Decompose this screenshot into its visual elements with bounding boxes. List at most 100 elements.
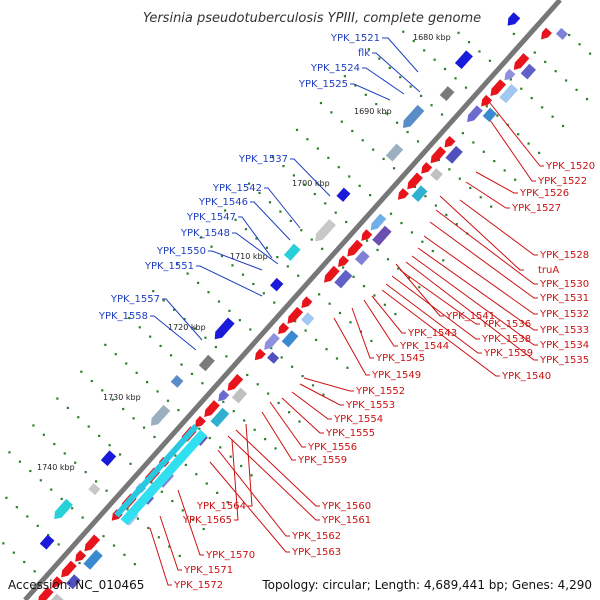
- tick-dot: [171, 499, 174, 503]
- gene-label[interactable]: YPK_1572: [173, 580, 223, 591]
- gene-feature: [407, 172, 423, 190]
- tick-dot: [479, 196, 482, 199]
- tick-dot: [406, 130, 409, 134]
- gene-label[interactable]: YPK_1532: [539, 309, 589, 320]
- tick-dot: [219, 446, 222, 449]
- tick-dot: [423, 49, 426, 52]
- tick-dot: [255, 237, 258, 240]
- tick-dot: [243, 419, 246, 422]
- gene-label[interactable]: YPK_1544: [399, 341, 449, 352]
- gene-label[interactable]: YPK_1562: [291, 531, 341, 542]
- gene-label[interactable]: YPK_1536: [481, 319, 531, 330]
- gene-feature: [204, 400, 220, 418]
- tick-dot: [561, 124, 565, 128]
- gene-label[interactable]: YPK_1520: [545, 161, 595, 172]
- gene-label[interactable]: YPK_1554: [333, 414, 383, 425]
- tick-dot: [286, 265, 289, 268]
- tick-dot: [200, 236, 203, 239]
- gene-feature: [218, 389, 230, 402]
- gene-label[interactable]: YPK_1539: [483, 348, 533, 359]
- gene-label[interactable]: YPK_1563: [291, 547, 341, 558]
- gene-feature: [481, 94, 493, 107]
- gene-label[interactable]: YPK_1561: [321, 515, 371, 526]
- tick-dot: [222, 400, 225, 403]
- tick-dot: [274, 447, 277, 450]
- tick-dot: [105, 489, 108, 492]
- gene-label[interactable]: YPK_1542: [212, 183, 262, 194]
- gene-label[interactable]: YPK_1552: [355, 386, 405, 397]
- tick-dot: [345, 220, 348, 224]
- tick-dot: [50, 488, 53, 491]
- gene-label[interactable]: YPK_1553: [345, 400, 395, 411]
- gene-label[interactable]: YPK_1534: [539, 340, 589, 351]
- gene-label[interactable]: YPK_1531: [539, 293, 589, 304]
- tick-dot: [541, 106, 544, 109]
- gene-label[interactable]: YPK_1524: [310, 63, 360, 74]
- gene-label[interactable]: YPK_1522: [537, 176, 587, 187]
- gene-label[interactable]: YPK_1530: [539, 279, 589, 290]
- gene-label[interactable]: YPK_1535: [539, 355, 589, 366]
- gene-label[interactable]: YPK_1565: [182, 515, 232, 526]
- gene-label[interactable]: YPK_1526: [519, 188, 569, 199]
- gene-label[interactable]: YPK_1555: [325, 428, 375, 439]
- tick-dot: [229, 455, 232, 458]
- gene-label[interactable]: YPK_1551: [144, 261, 194, 272]
- gene-label[interactable]: YPK_1546: [198, 197, 248, 208]
- gene-feature: [490, 79, 507, 97]
- gene-label[interactable]: YPK_1570: [205, 550, 255, 561]
- gene-label[interactable]: YPK_1547: [186, 212, 236, 223]
- tick-dot: [166, 399, 170, 402]
- tick-dot: [29, 469, 32, 473]
- tick-dot: [364, 93, 367, 96]
- tick-dot: [125, 362, 128, 365]
- gene-label[interactable]: YPK_1556: [307, 442, 357, 453]
- tick-dot: [294, 320, 297, 323]
- gene-label[interactable]: flk: [358, 48, 370, 59]
- tick-dot: [291, 365, 294, 368]
- tick-dot: [337, 166, 340, 169]
- gene-label[interactable]: YPK_1560: [321, 501, 371, 512]
- tick-dot: [300, 229, 303, 232]
- tick-dot: [33, 570, 36, 573]
- gene-label[interactable]: YPK_1543: [407, 328, 457, 339]
- gene-label[interactable]: truA: [538, 265, 559, 276]
- gene-label[interactable]: YPK_1538: [481, 334, 531, 345]
- gene-label[interactable]: YPK_1564: [196, 501, 246, 512]
- tick-dot: [292, 174, 296, 177]
- gene-label[interactable]: YPK_1557: [110, 294, 160, 305]
- tick-dot: [503, 169, 506, 172]
- gene-label[interactable]: YPK_1549: [371, 370, 421, 381]
- tick-dot: [443, 67, 447, 71]
- gene-label[interactable]: YPK_1541: [445, 311, 495, 322]
- gene-feature: [444, 135, 456, 148]
- gene-label[interactable]: YPK_1558: [98, 311, 148, 322]
- tick-dot: [168, 545, 171, 548]
- gene-feature: [210, 407, 230, 428]
- gene-label[interactable]: YPK_1548: [180, 228, 230, 239]
- gene-label[interactable]: YPK_1527: [511, 203, 561, 214]
- gene-label[interactable]: YPK_1528: [539, 250, 589, 261]
- gene-label[interactable]: YPK_1521: [330, 33, 380, 44]
- gene-label[interactable]: YPK_1559: [297, 455, 347, 466]
- gene-label[interactable]: YPK_1545: [375, 353, 425, 364]
- tick-dot: [322, 393, 325, 396]
- gene-label[interactable]: YPK_1550: [156, 246, 206, 257]
- tick-dot: [53, 443, 56, 446]
- tick-dot: [240, 464, 243, 468]
- gene-label[interactable]: YPK_1540: [501, 371, 551, 382]
- tick-dot: [101, 389, 104, 392]
- tick-dot: [358, 184, 361, 187]
- gene-label[interactable]: YPK_1533: [539, 325, 589, 336]
- gene-label[interactable]: YPK_1571: [183, 565, 233, 576]
- gene-label[interactable]: YPK_1525: [298, 79, 348, 90]
- tick-dot: [126, 508, 129, 511]
- tick-dot: [334, 211, 337, 214]
- gene-label[interactable]: YPK_1537: [238, 154, 288, 165]
- tick-dot: [352, 275, 355, 278]
- kbp-label: 1700 kbp: [292, 179, 330, 188]
- tick-dot: [193, 327, 197, 330]
- tick-dot: [434, 204, 437, 207]
- tick-dot: [306, 138, 309, 141]
- tick-dot: [442, 259, 445, 262]
- tick-dot: [386, 258, 390, 261]
